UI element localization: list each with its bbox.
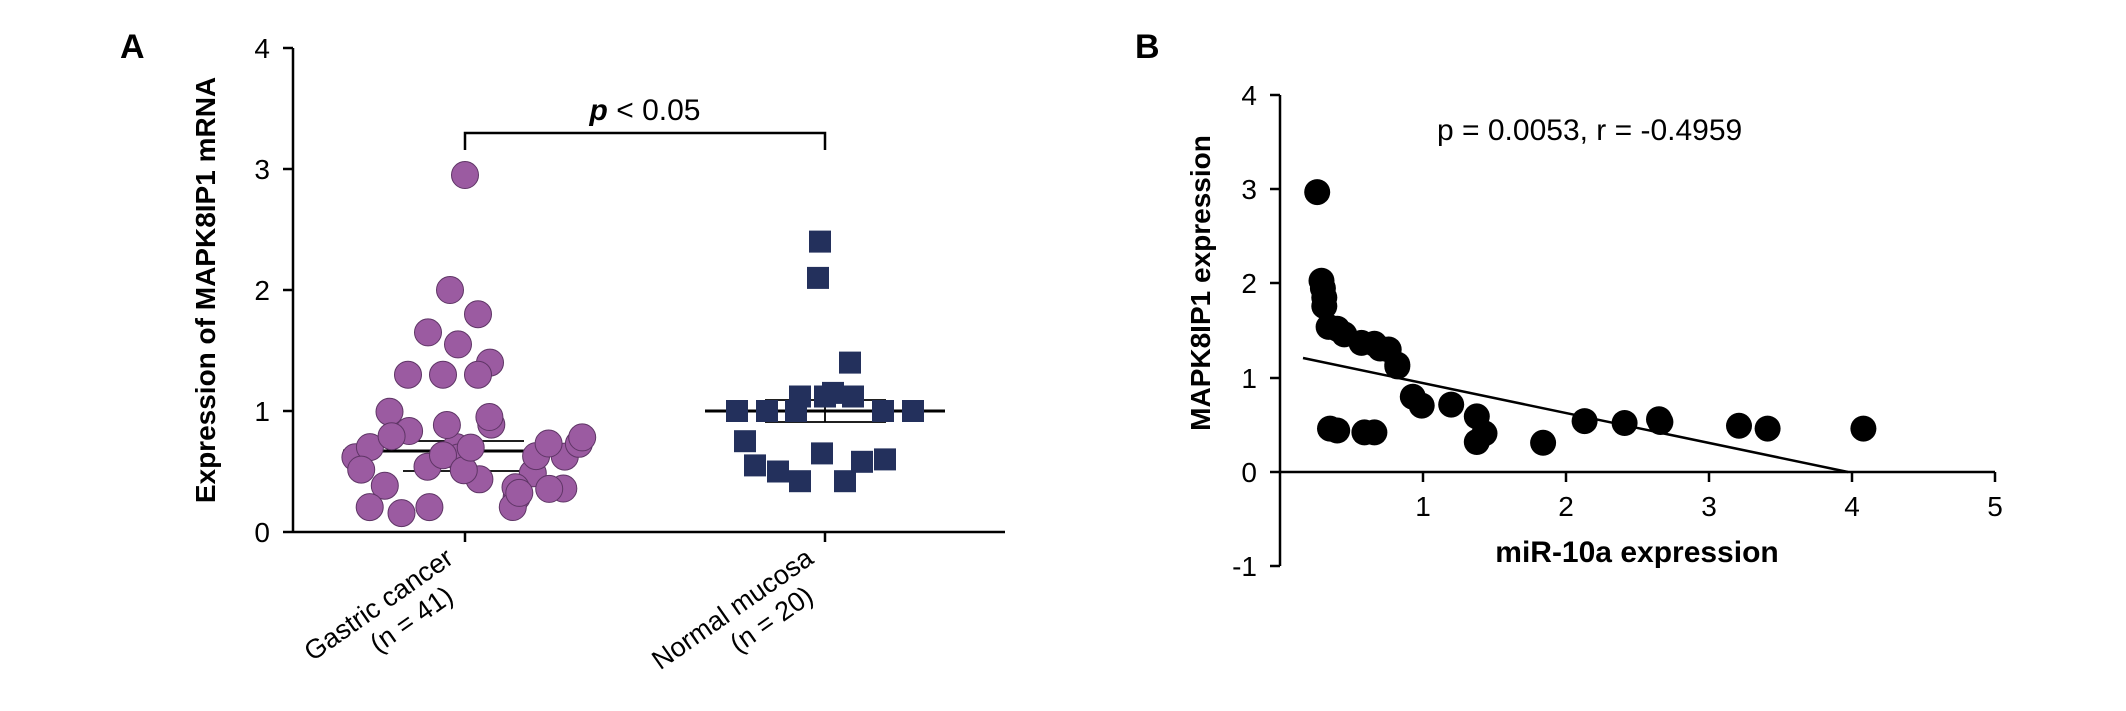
svg-text:4: 4 xyxy=(1241,80,1257,111)
svg-text:1: 1 xyxy=(1241,363,1257,394)
svg-text:A: A xyxy=(120,28,145,66)
svg-text:p < 0.05: p < 0.05 xyxy=(589,94,701,127)
svg-text:5: 5 xyxy=(1987,491,2003,522)
svg-text:2: 2 xyxy=(254,275,270,306)
svg-text:B: B xyxy=(1135,28,1160,66)
svg-text:3: 3 xyxy=(1701,491,1717,522)
svg-text:4: 4 xyxy=(1844,491,1860,522)
svg-text:3: 3 xyxy=(254,154,270,185)
svg-text:2: 2 xyxy=(1558,491,1574,522)
svg-text:0: 0 xyxy=(1241,457,1257,488)
svg-text:miR-10a expression: miR-10a expression xyxy=(1495,536,1778,569)
svg-text:4: 4 xyxy=(254,33,270,64)
svg-text:Expression of MAPK8IP1 mRNA: Expression of MAPK8IP1 mRNA xyxy=(190,77,221,503)
svg-text:0: 0 xyxy=(254,517,270,548)
svg-text:1: 1 xyxy=(1415,491,1431,522)
svg-text:3: 3 xyxy=(1241,174,1257,205)
svg-text:MAPK8IP1 expression: MAPK8IP1 expression xyxy=(1185,135,1216,431)
svg-text:1: 1 xyxy=(254,396,270,427)
svg-text:p = 0.0053, r = -0.4959: p = 0.0053, r = -0.4959 xyxy=(1437,114,1742,147)
svg-text:-1: -1 xyxy=(1232,551,1257,582)
svg-text:2: 2 xyxy=(1241,268,1257,299)
